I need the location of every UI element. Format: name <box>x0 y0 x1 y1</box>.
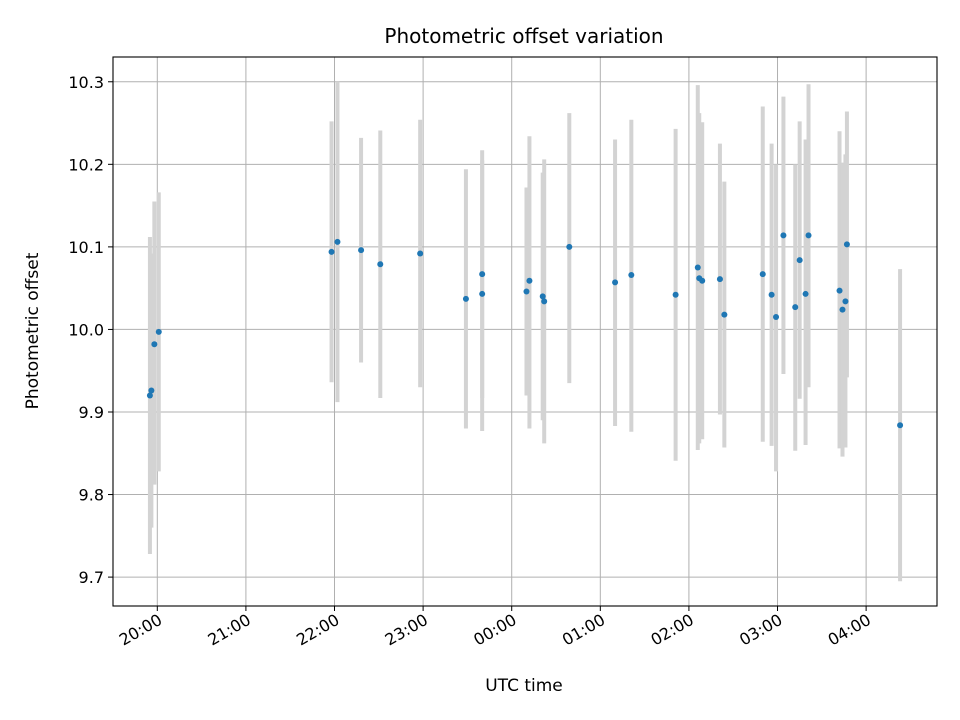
data-point <box>523 288 530 295</box>
data-point <box>417 250 424 257</box>
y-tick-label: 10.1 <box>68 238 104 257</box>
y-tick-label: 9.7 <box>79 568 104 587</box>
y-axis-label: Photometric offset <box>23 252 43 409</box>
data-point <box>836 287 843 294</box>
data-point <box>148 387 155 394</box>
data-point <box>377 261 384 268</box>
plot-frame <box>112 56 938 607</box>
data-point <box>796 257 803 264</box>
data-point <box>773 314 780 321</box>
data-point <box>721 311 728 318</box>
data-point <box>805 232 812 239</box>
y-tick-label: 10.2 <box>68 155 104 174</box>
data-point <box>479 271 486 278</box>
data-point <box>151 341 158 348</box>
y-tick-label: 10.3 <box>68 73 104 92</box>
data-point <box>612 279 619 286</box>
x-axis-label: UTC time <box>485 676 563 696</box>
data-point <box>699 277 706 284</box>
data-point <box>541 298 548 305</box>
data-point <box>539 293 546 300</box>
data-point <box>462 295 469 302</box>
y-tick-label: 9.8 <box>79 486 104 505</box>
data-point <box>526 277 533 284</box>
data-point <box>768 291 775 298</box>
data-point <box>328 248 335 255</box>
data-points <box>146 232 904 429</box>
data-point <box>792 304 799 311</box>
data-point <box>843 241 850 248</box>
data-point <box>716 276 723 283</box>
data-point <box>566 243 573 250</box>
data-point <box>694 264 701 271</box>
data-point <box>842 298 849 305</box>
data-point <box>155 328 162 335</box>
data-point <box>358 247 365 254</box>
data-point <box>146 392 153 399</box>
data-point <box>802 290 809 297</box>
data-point <box>479 290 486 297</box>
data-point <box>839 306 846 313</box>
y-tick-label: 10.0 <box>68 320 104 339</box>
y-tick-label: 9.9 <box>79 403 104 422</box>
y-axis: 9.7 9.8 9.9 10.0 10.1 10.2 10.3 <box>68 73 113 587</box>
data-point <box>780 232 787 239</box>
data-point <box>628 271 635 278</box>
data-point <box>759 271 766 278</box>
data-point <box>334 238 341 245</box>
data-point <box>672 291 679 298</box>
data-point <box>897 422 904 429</box>
chart-title: Photometric offset variation <box>384 24 663 48</box>
